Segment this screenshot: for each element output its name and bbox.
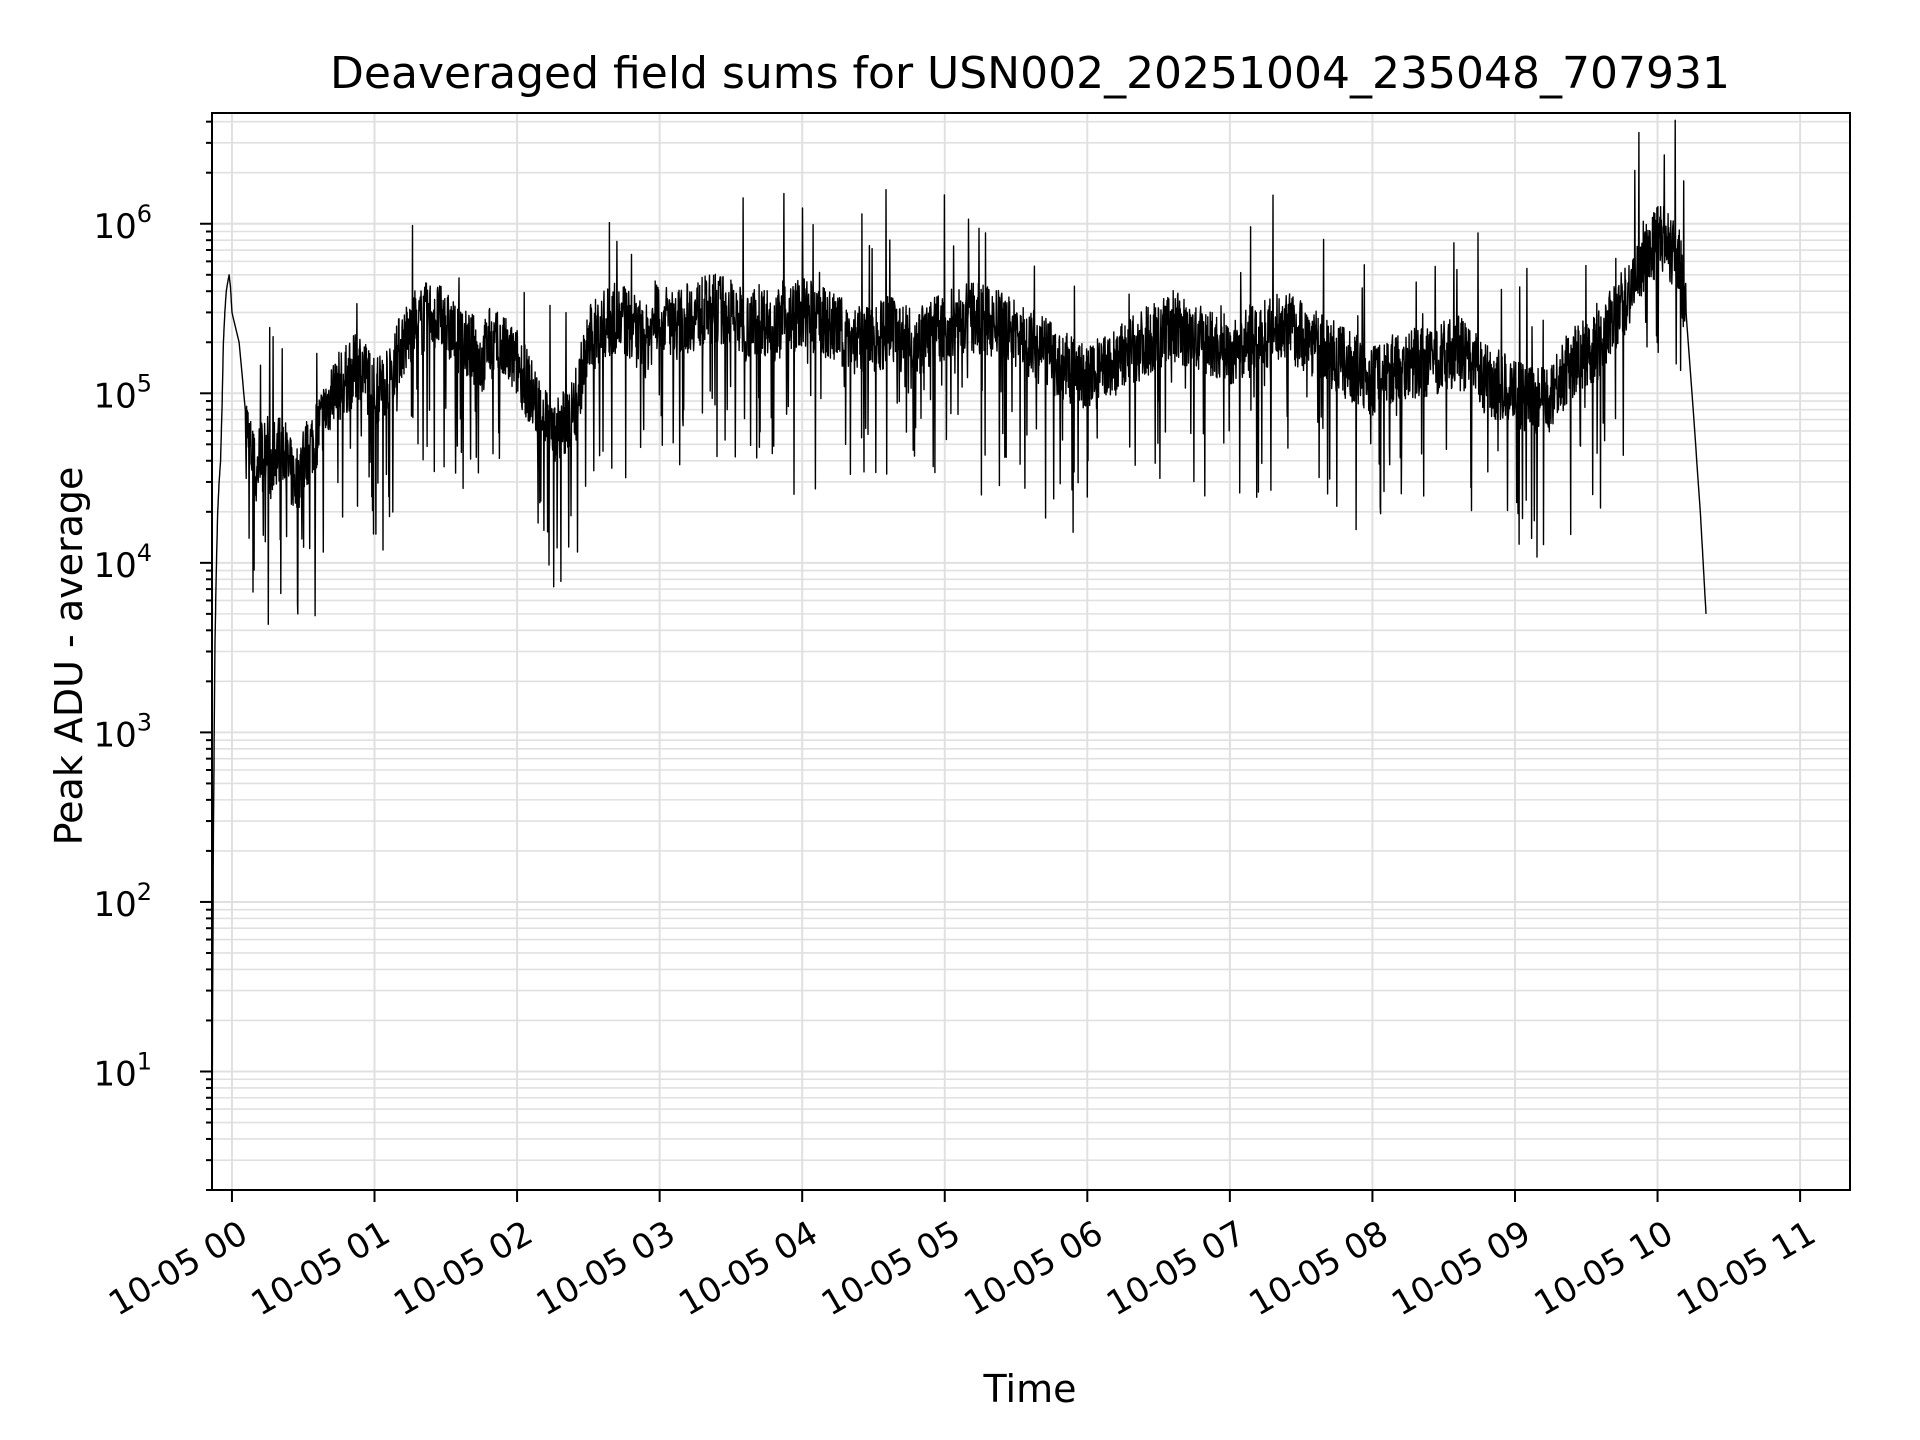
y-tick-label: 103: [93, 708, 152, 755]
grid-lines: [212, 113, 1850, 1191]
y-axis: 101 102 103 104 105 106: [93, 120, 212, 1191]
y-tick-label: 101: [93, 1047, 152, 1094]
y-axis-label: Peak ADU - average: [47, 467, 91, 846]
y-tick-label: 104: [93, 539, 152, 586]
y-tick-label: 106: [93, 200, 152, 247]
series-layer: [211, 119, 1707, 1140]
chart-title: Deaveraged field sums for USN002_2025100…: [330, 48, 1730, 99]
series-line: [211, 119, 1707, 1140]
y-tick-label: 105: [93, 369, 152, 416]
x-axis-label: Time: [983, 1367, 1077, 1411]
y-tick-label: 102: [93, 878, 152, 925]
